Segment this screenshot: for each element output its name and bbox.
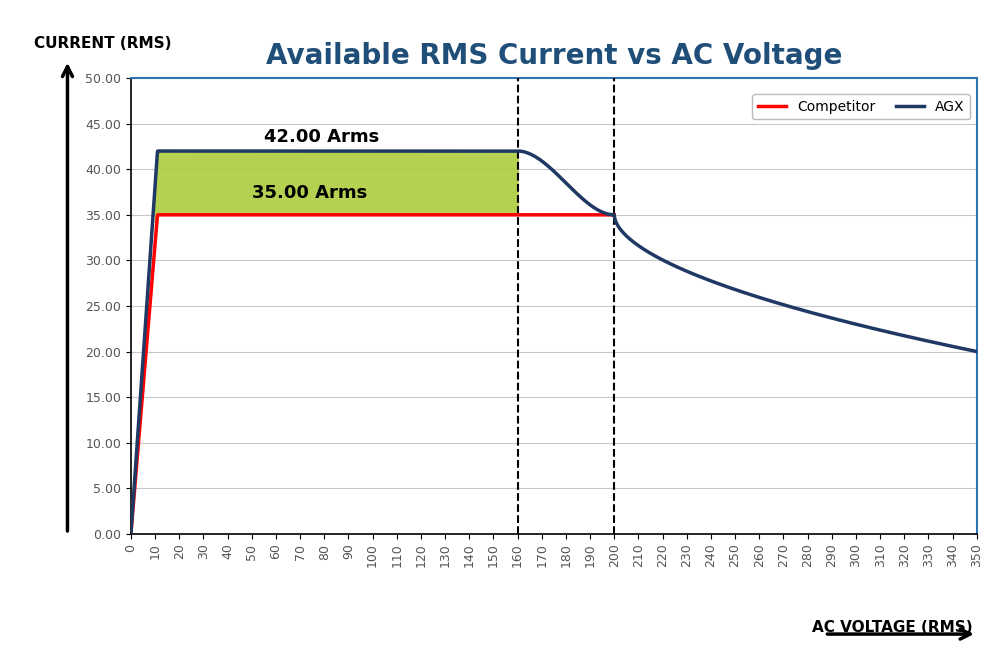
Legend: Competitor, AGX: Competitor, AGX	[752, 94, 970, 119]
Title: Available RMS Current vs AC Voltage: Available RMS Current vs AC Voltage	[266, 42, 842, 70]
Text: 42.00 Arms: 42.00 Arms	[264, 128, 379, 146]
Text: CURRENT (RMS): CURRENT (RMS)	[33, 36, 171, 51]
Text: 35.00 Arms: 35.00 Arms	[252, 184, 367, 202]
Text: AC VOLTAGE (RMS): AC VOLTAGE (RMS)	[812, 620, 973, 635]
